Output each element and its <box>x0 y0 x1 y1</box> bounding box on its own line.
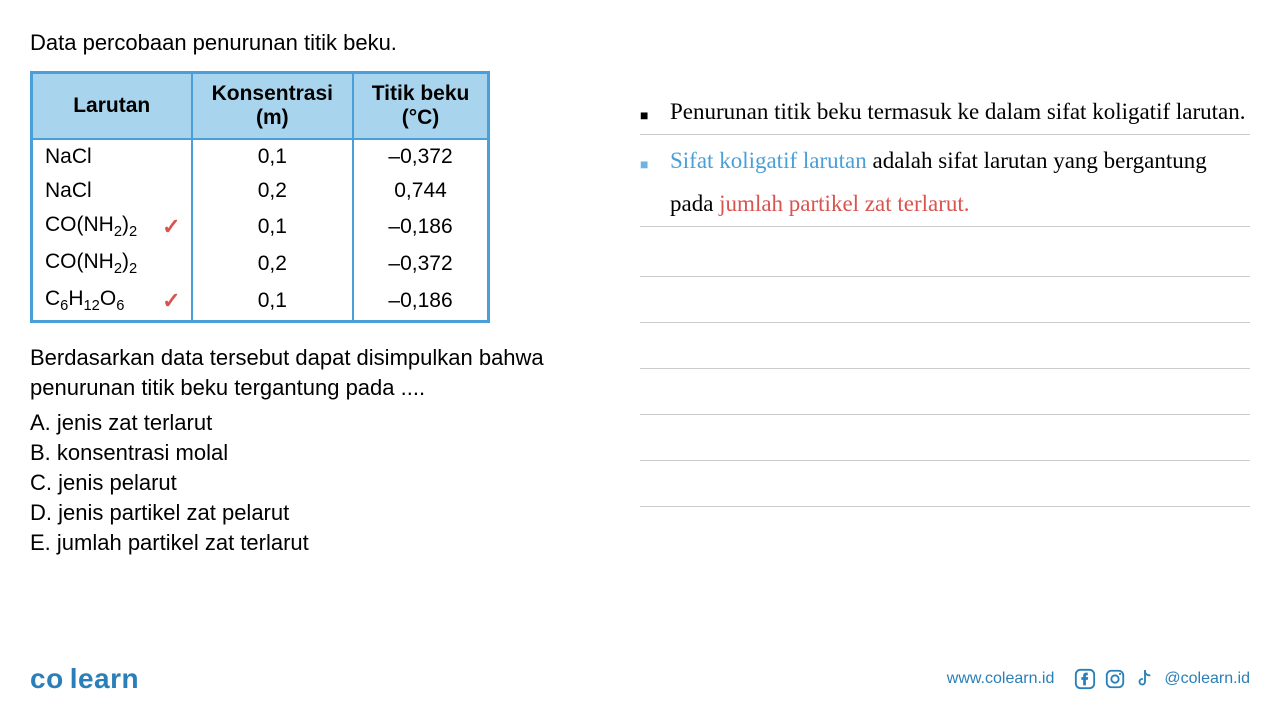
table-row: NaCl 0,2 0,744 <box>32 174 489 208</box>
larutan-cell: CO(NH2)2 <box>45 250 137 273</box>
social-icons: @colearn.id <box>1074 668 1250 690</box>
question-text: Berdasarkan data tersebut dapat disimpul… <box>30 343 590 405</box>
titik-cell: –0,186 <box>353 282 488 321</box>
bullet-marker: ■ <box>640 90 670 131</box>
konsentrasi-cell: 0,2 <box>192 174 354 208</box>
konsentrasi-cell: 0,1 <box>192 139 354 174</box>
instagram-icon[interactable] <box>1104 668 1126 690</box>
blank-line <box>640 277 1250 323</box>
bullet-list: ■ Penurunan titik beku termasuk ke dalam… <box>640 90 1250 227</box>
option-a: A. jenis zat terlarut <box>30 410 590 436</box>
blank-line <box>640 231 1250 277</box>
option-b: B. konsentrasi molal <box>30 440 590 466</box>
table-row: C6H12O6 ✓ 0,1 –0,186 <box>32 282 489 321</box>
bullet-text: Sifat koligatif larutan adalah sifat lar… <box>670 139 1250 226</box>
social-handle: @colearn.id <box>1164 670 1250 688</box>
right-panel: ■ Penurunan titik beku termasuk ke dalam… <box>640 30 1250 560</box>
table-row: CO(NH2)2 ✓ 0,1 –0,186 <box>32 208 489 245</box>
blank-line <box>640 415 1250 461</box>
intro-text: Data percobaan penurunan titik beku. <box>30 30 590 56</box>
bullet-item: ■ Penurunan titik beku termasuk ke dalam… <box>640 90 1250 135</box>
titik-cell: –0,372 <box>353 245 488 282</box>
larutan-cell: NaCl <box>45 179 92 202</box>
blank-line <box>640 369 1250 415</box>
table-row: CO(NH2)2 0,2 –0,372 <box>32 245 489 282</box>
bullet-item: ■ Sifat koligatif larutan adalah sifat l… <box>640 139 1250 227</box>
tiktok-icon[interactable] <box>1134 668 1156 690</box>
blank-line <box>640 323 1250 369</box>
option-d: D. jenis partikel zat pelarut <box>30 500 590 526</box>
larutan-cell: C6H12O6 <box>45 287 124 310</box>
table-row: NaCl 0,1 –0,372 <box>32 139 489 174</box>
konsentrasi-cell: 0,2 <box>192 245 354 282</box>
larutan-cell: CO(NH2)2 <box>45 213 137 236</box>
footer-right: www.colearn.id @colearn.id <box>947 668 1250 690</box>
konsentrasi-cell: 0,1 <box>192 282 354 321</box>
bullet-marker: ■ <box>640 139 670 180</box>
titik-cell: –0,186 <box>353 208 488 245</box>
option-e: E. jumlah partikel zat terlarut <box>30 530 590 556</box>
option-c: C. jenis pelarut <box>30 470 590 496</box>
th-titik: Titik beku (°C) <box>353 73 488 140</box>
check-icon: ✓ <box>162 288 180 314</box>
data-table: Larutan Konsentrasi (m) Titik beku (°C) … <box>30 71 490 323</box>
konsentrasi-cell: 0,1 <box>192 208 354 245</box>
titik-cell: 0,744 <box>353 174 488 208</box>
footer: colearn www.colearn.id @colearn.id <box>30 663 1250 695</box>
th-larutan: Larutan <box>32 73 192 140</box>
website-link[interactable]: www.colearn.id <box>947 670 1055 688</box>
logo: colearn <box>30 663 139 695</box>
th-konsentrasi: Konsentrasi (m) <box>192 73 354 140</box>
facebook-icon[interactable] <box>1074 668 1096 690</box>
larutan-cell: NaCl <box>45 145 92 168</box>
left-panel: Data percobaan penurunan titik beku. Lar… <box>30 30 590 560</box>
blank-line <box>640 461 1250 507</box>
bullet-text: Penurunan titik beku termasuk ke dalam s… <box>670 90 1250 134</box>
titik-cell: –0,372 <box>353 139 488 174</box>
check-icon: ✓ <box>162 214 180 240</box>
